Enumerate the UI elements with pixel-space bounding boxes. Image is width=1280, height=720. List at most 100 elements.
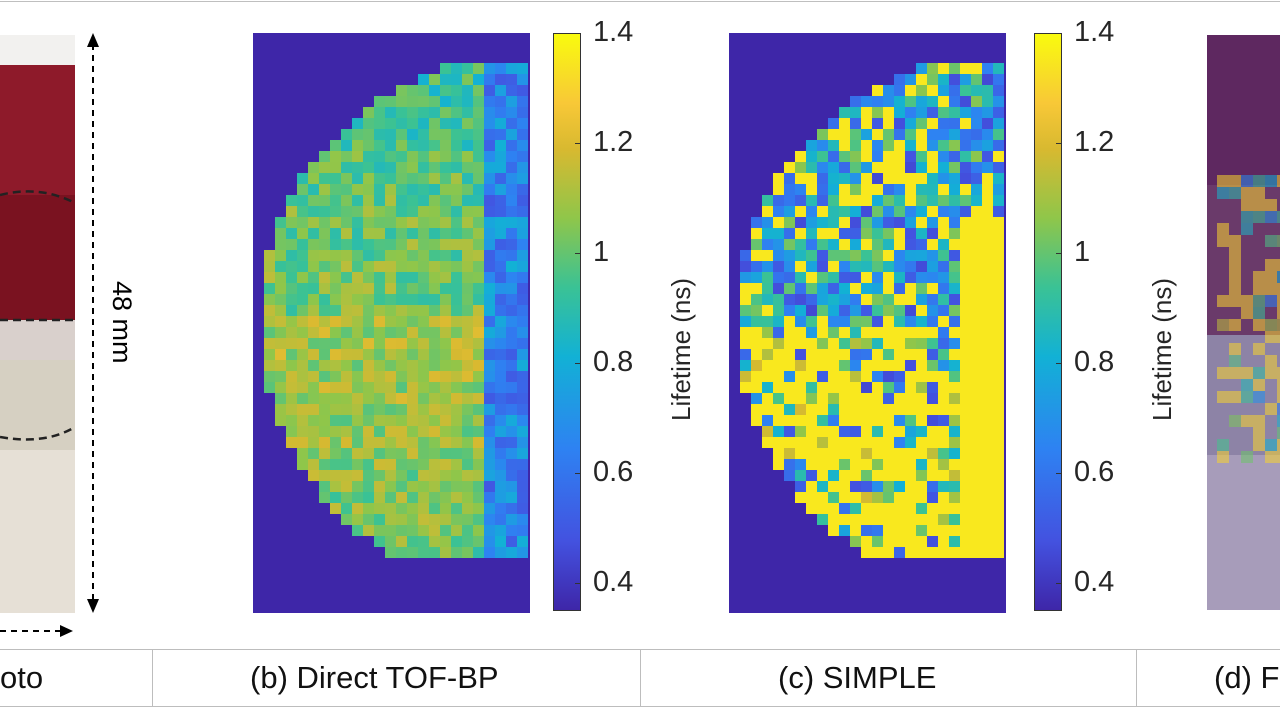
overlay-cell — [1229, 415, 1241, 427]
heatmap-cell — [484, 294, 495, 305]
heatmap-cell — [883, 129, 894, 140]
heatmap-cell — [894, 151, 905, 162]
heatmap-cell — [396, 206, 407, 217]
heatmap-cell — [872, 503, 883, 514]
heatmap-cell — [971, 250, 982, 261]
heatmap-cell — [850, 96, 861, 107]
overlay-cell — [1277, 331, 1280, 343]
heatmap-cell — [839, 316, 850, 327]
heatmap-cell — [429, 547, 440, 558]
heatmap-cell — [806, 184, 817, 195]
heatmap-cell — [341, 448, 352, 459]
heatmap-cell — [993, 459, 1004, 470]
heatmap-cell — [407, 349, 418, 360]
heatmap-cell — [949, 360, 960, 371]
heatmap-cell — [949, 173, 960, 184]
heatmap-cell — [374, 426, 385, 437]
heatmap-cell — [971, 184, 982, 195]
heatmap-cell — [839, 448, 850, 459]
heatmap-cell — [440, 547, 451, 558]
heatmap-cell — [982, 492, 993, 503]
heatmap-cell — [872, 393, 883, 404]
heatmap-cell — [286, 382, 297, 393]
overlay-cell — [1241, 451, 1253, 463]
heatmap-cell — [784, 173, 795, 184]
heatmap-cell — [861, 206, 872, 217]
heatmap-cell — [517, 283, 528, 294]
heatmap-cell — [971, 283, 982, 294]
heatmap-cell — [440, 415, 451, 426]
heatmap-cell — [872, 140, 883, 151]
heatmap-cell — [517, 294, 528, 305]
heatmap-cell — [850, 272, 861, 283]
heatmap-cell — [883, 294, 894, 305]
heatmap-cell — [927, 316, 938, 327]
heatmap-cell — [517, 382, 528, 393]
heatmap-cell — [462, 74, 473, 85]
heatmap-cell — [927, 239, 938, 250]
heatmap-cell — [396, 393, 407, 404]
heatmap-cell — [861, 294, 872, 305]
heatmap-cell — [506, 415, 517, 426]
heatmap-cell — [297, 261, 308, 272]
heatmap-cell — [993, 107, 1004, 118]
heatmap-cell — [275, 239, 286, 250]
heatmap-cell — [506, 206, 517, 217]
heatmap-cell — [319, 349, 330, 360]
overlay-cell — [1253, 379, 1265, 391]
heatmap-cell — [993, 294, 1004, 305]
heatmap-cell — [451, 283, 462, 294]
heatmap-cell — [330, 305, 341, 316]
heatmap-cell — [839, 404, 850, 415]
heatmap-cell — [916, 448, 927, 459]
heatmap-cell — [330, 393, 341, 404]
heatmap-cell — [297, 283, 308, 294]
heatmap-cell — [484, 74, 495, 85]
heatmap-cell — [905, 305, 916, 316]
heatmap-cell — [440, 206, 451, 217]
heatmap-cell — [462, 85, 473, 96]
heatmap-cell — [927, 525, 938, 536]
heatmap-cell — [451, 426, 462, 437]
heatmap-cell — [872, 217, 883, 228]
heatmap-cell — [916, 162, 927, 173]
heatmap-cell — [861, 250, 872, 261]
heatmap-cell — [949, 140, 960, 151]
overlay-cell — [1229, 391, 1241, 403]
heatmap-cell — [982, 228, 993, 239]
heatmap-cell — [795, 481, 806, 492]
heatmap-cell — [894, 371, 905, 382]
heatmap-cell — [927, 327, 938, 338]
heatmap-cell — [817, 349, 828, 360]
heatmap-cell — [407, 217, 418, 228]
heatmap-cell — [451, 250, 462, 261]
heatmap-cell — [949, 63, 960, 74]
heatmap-cell — [418, 448, 429, 459]
heatmap-cell — [839, 470, 850, 481]
heatmap-cell — [828, 371, 839, 382]
heatmap-cell — [784, 338, 795, 349]
overlay-cell — [1229, 187, 1241, 199]
heatmap-cell — [429, 305, 440, 316]
heatmap-cell — [330, 448, 341, 459]
heatmap-cell — [927, 250, 938, 261]
heatmap-cell — [363, 360, 374, 371]
heatmap-cell — [418, 162, 429, 173]
heatmap-cell — [971, 151, 982, 162]
heatmap-cell — [971, 415, 982, 426]
heatmap-cell — [407, 129, 418, 140]
heatmap-cell — [905, 151, 916, 162]
heatmap-cell — [960, 74, 971, 85]
heatmap-cell — [418, 85, 429, 96]
heatmap-cell — [462, 107, 473, 118]
heatmap-cell — [960, 173, 971, 184]
heatmap-cell — [806, 492, 817, 503]
heatmap-cell — [418, 470, 429, 481]
heatmap-cell — [751, 415, 762, 426]
heatmap-cell — [828, 382, 839, 393]
heatmap-cell — [473, 96, 484, 107]
heatmap-cell — [927, 195, 938, 206]
heatmap-cell — [352, 261, 363, 272]
heatmap-cell — [506, 195, 517, 206]
heatmap-cell — [451, 448, 462, 459]
